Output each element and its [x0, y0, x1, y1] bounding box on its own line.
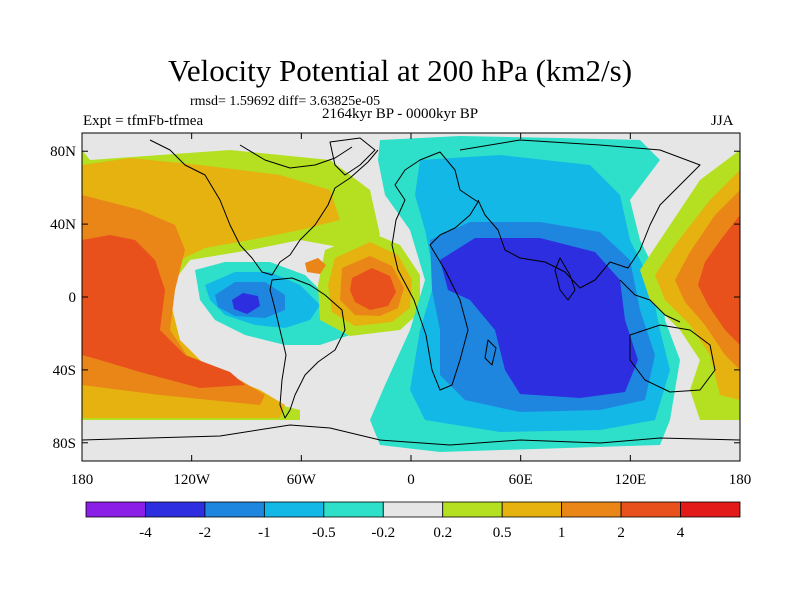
coastline-southeast-asia [619, 279, 681, 323]
lon-tick-label: 180 [729, 472, 752, 488]
colorbar-label: -0.2 [371, 525, 395, 541]
west-pacific-positive-2-4 [698, 215, 740, 345]
lat-tick-label: 80N [50, 144, 76, 160]
colorbar-swatch [620, 501, 681, 518]
atlantic-positive-2-4 [350, 268, 396, 310]
season-label: JJA [711, 113, 734, 129]
coastline-greenland [329, 137, 376, 176]
colorbar-swatch [561, 501, 622, 518]
colorbar-swatch [442, 501, 503, 518]
colorbar-swatch [501, 501, 563, 518]
lat-tick-label: 40S [53, 363, 76, 379]
map-panel [82, 133, 740, 461]
coastline-madagascar [484, 339, 497, 366]
colorbar: -4 -2 -1 -0.5 -0.2 0.2 0.5 1 2 4 [85, 501, 741, 541]
colorbar-swatch [680, 501, 741, 518]
colorbar-swatch [263, 501, 325, 518]
lon-tick-label: 0 [407, 472, 415, 488]
period-label: 2164kyr BP - 0000kyr BP [322, 106, 479, 122]
coastline-india [554, 257, 576, 301]
colorbar-label: 2 [617, 525, 625, 541]
lat-tick-label: 0 [69, 290, 77, 306]
africa-indian-negative-core [440, 238, 638, 398]
gulf-positive-spot [305, 258, 326, 274]
lon-tick-label: 60E [509, 472, 533, 488]
stats-line: rmsd= 1.59692 diff= 3.63825e-05 [190, 94, 381, 109]
lon-tick-label: 120W [173, 472, 211, 488]
pacific-positive-2-4 [82, 235, 245, 388]
lon-tick-label: 120E [614, 472, 646, 488]
plot-title: Velocity Potential at 200 hPa (km2/s) [167, 53, 633, 88]
colorbar-swatch [85, 501, 146, 518]
colorbar-swatch [145, 501, 206, 518]
lon-tick-label: 180 [71, 472, 94, 488]
experiment-label: Expt = tfmFb-tfmea [83, 113, 204, 129]
lon-axis: 180 120W 60W 0 60E 120E 180 [71, 133, 752, 488]
colorbar-swatch [323, 501, 384, 518]
colorbar-label: 0.2 [433, 525, 452, 541]
coastline-australia [629, 324, 716, 393]
colorbar-label: 0.5 [493, 525, 512, 541]
coastlines [82, 137, 740, 446]
colorbar-swatch [204, 501, 265, 518]
colorbar-label: -4 [139, 525, 152, 541]
colorbar-label: -2 [199, 525, 212, 541]
colorbar-label: 4 [677, 525, 685, 541]
velocity-potential-field [82, 136, 740, 461]
lon-tick-label: 60W [287, 472, 317, 488]
colorbar-swatch [382, 501, 444, 518]
lat-tick-label: 80S [53, 436, 76, 452]
coastline-south-america [269, 277, 346, 419]
colorbar-label: 1 [558, 525, 566, 541]
east-pacific-negative-core [232, 293, 260, 314]
lat-axis: 80N 40N 0 40S 80S [50, 144, 740, 452]
coastline-europe-africa [391, 151, 479, 391]
lat-tick-label: 40N [50, 217, 76, 233]
coastline-asia [459, 139, 701, 289]
colorbar-label: -1 [258, 525, 271, 541]
colorbar-label: -0.5 [312, 525, 336, 541]
coastline-north-america [149, 139, 379, 276]
coastline-antarctica [82, 424, 740, 446]
